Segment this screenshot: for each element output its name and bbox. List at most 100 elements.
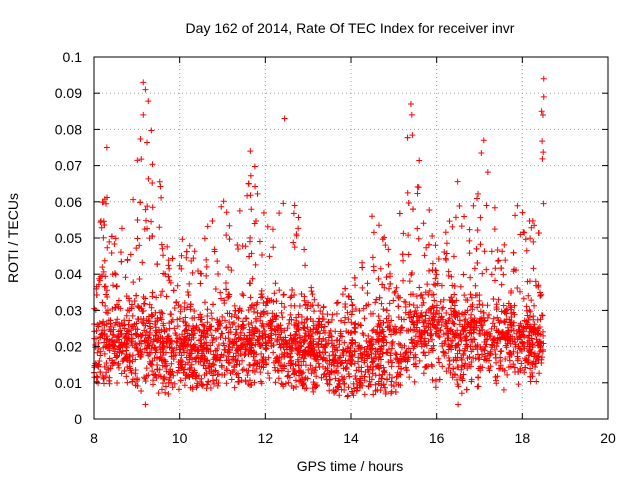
data-point <box>175 386 182 393</box>
data-point <box>462 296 469 303</box>
data-point <box>409 132 416 139</box>
data-point <box>143 328 150 335</box>
data-point <box>449 337 456 344</box>
data-point <box>186 242 193 249</box>
data-point <box>374 363 381 370</box>
data-point <box>212 347 219 354</box>
data-point <box>345 316 352 323</box>
data-point <box>508 304 515 311</box>
data-point <box>450 365 457 372</box>
data-point <box>430 322 437 329</box>
data-point <box>291 302 298 309</box>
data-point <box>288 383 295 390</box>
data-point <box>284 350 291 357</box>
data-point <box>112 235 119 242</box>
data-point <box>504 340 511 347</box>
data-point <box>475 365 482 372</box>
data-point <box>388 340 395 347</box>
data-point <box>150 381 157 388</box>
data-point <box>148 218 155 225</box>
data-point <box>490 315 497 322</box>
data-point <box>156 224 163 231</box>
data-point <box>186 352 193 359</box>
data-point <box>246 332 253 339</box>
data-point <box>232 307 239 314</box>
data-point <box>229 356 236 363</box>
data-point <box>488 248 495 255</box>
data-point <box>212 286 219 293</box>
data-point <box>372 387 379 394</box>
data-point <box>271 326 278 333</box>
data-point <box>149 357 156 364</box>
data-point <box>501 241 508 248</box>
data-point <box>309 291 316 298</box>
data-point <box>187 301 194 308</box>
data-point <box>390 297 397 304</box>
data-point <box>531 302 538 309</box>
data-point <box>259 320 266 327</box>
data-point <box>226 319 233 326</box>
data-point <box>393 284 400 291</box>
data-point <box>209 372 216 379</box>
data-point <box>479 270 486 277</box>
data-point <box>189 323 196 330</box>
data-point <box>213 355 220 362</box>
data-point <box>320 327 327 334</box>
data-point <box>124 357 131 364</box>
data-point <box>425 307 432 314</box>
data-point <box>453 297 460 304</box>
data-point <box>106 377 113 384</box>
data-point <box>383 307 390 314</box>
data-point <box>461 318 468 325</box>
data-point <box>376 351 383 358</box>
data-point <box>468 376 475 383</box>
data-point <box>271 313 278 320</box>
data-point <box>99 327 106 334</box>
data-point <box>538 312 545 319</box>
data-point <box>487 351 494 358</box>
data-point <box>300 358 307 365</box>
data-point <box>474 227 481 234</box>
data-point <box>419 295 426 302</box>
data-point <box>152 332 159 339</box>
data-point <box>468 348 475 355</box>
data-point <box>398 316 405 323</box>
data-point <box>201 358 208 365</box>
data-point <box>320 316 327 323</box>
data-point <box>298 314 305 321</box>
data-point <box>495 317 502 324</box>
data-point <box>372 299 379 306</box>
data-point <box>244 336 251 343</box>
data-point <box>146 334 153 341</box>
data-point <box>217 289 224 296</box>
data-point <box>461 292 468 299</box>
data-point <box>369 254 376 261</box>
data-point <box>466 250 473 257</box>
data-point <box>349 308 356 315</box>
data-point <box>196 337 203 344</box>
data-point <box>133 292 140 299</box>
data-point <box>387 325 394 332</box>
data-point <box>418 329 425 336</box>
data-point <box>457 331 464 338</box>
data-point <box>444 335 451 342</box>
data-point <box>480 309 487 316</box>
data-point <box>271 313 278 320</box>
data-point <box>515 381 522 388</box>
data-point <box>142 338 149 345</box>
data-point <box>491 346 498 353</box>
data-point <box>99 299 106 306</box>
data-point <box>130 196 137 203</box>
data-point <box>144 139 151 146</box>
data-point <box>338 317 345 324</box>
data-point <box>316 349 323 356</box>
data-point <box>509 333 516 340</box>
data-point <box>500 271 507 278</box>
data-point <box>434 322 441 329</box>
data-point <box>149 289 156 296</box>
data-point <box>164 333 171 340</box>
data-point <box>442 330 449 337</box>
data-point <box>295 225 302 232</box>
data-point <box>376 330 383 337</box>
data-point <box>189 269 196 276</box>
